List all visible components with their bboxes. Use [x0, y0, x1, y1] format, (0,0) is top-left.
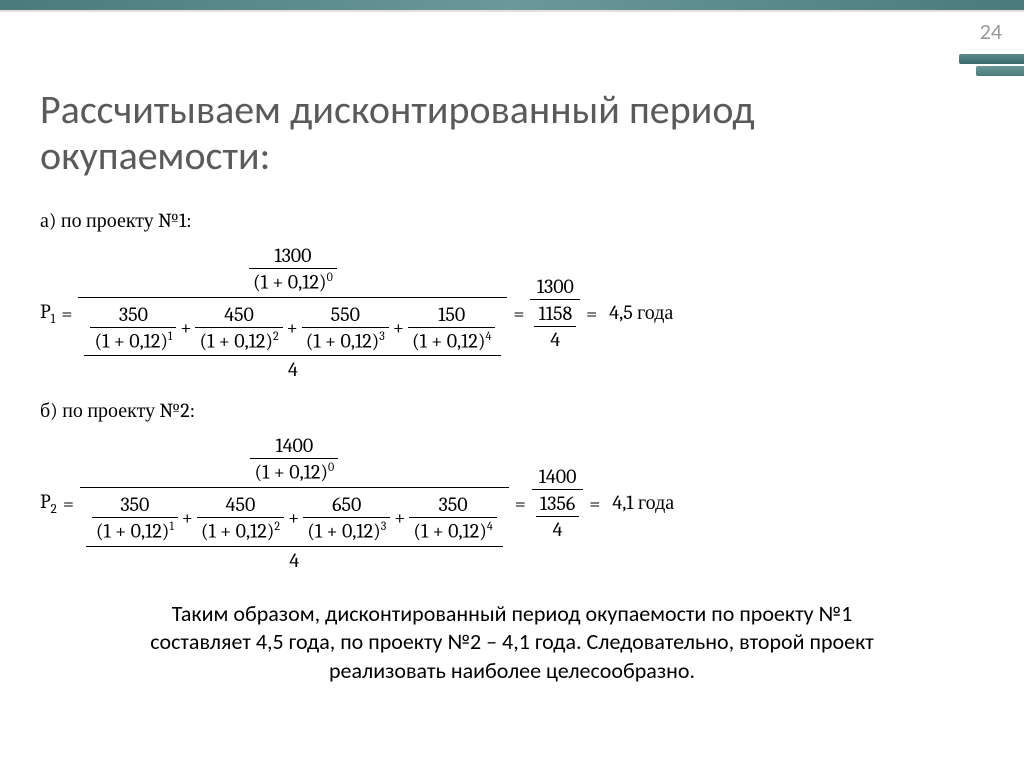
- result-a: 4,5 года: [603, 301, 673, 325]
- equation-a: P1 = 1300 (1 + 0,12)0 350 (1 + 0,12)1: [40, 241, 984, 385]
- equation-b: P2 = 1400 (1 + 0,12)0 350 (1 + 0,12)1: [40, 431, 984, 575]
- slide-title: Рассчитываем дисконтированный период оку…: [0, 12, 1024, 189]
- conclusion-text: Таким образом, дисконтированный период о…: [40, 590, 984, 686]
- p-symbol: P: [40, 300, 51, 323]
- header-bar: [0, 0, 1024, 12]
- result-b: 4,1 года: [606, 491, 674, 515]
- corner-decoration: [954, 24, 1024, 84]
- project-b-label: б) по проекту №2:: [40, 399, 984, 423]
- numerator-value: 1300: [270, 243, 315, 268]
- slide-content: а) по проекту №1: P1 = 1300 (1 + 0,12)0 …: [0, 189, 1024, 685]
- project-a-label: а) по проекту №1:: [40, 209, 984, 233]
